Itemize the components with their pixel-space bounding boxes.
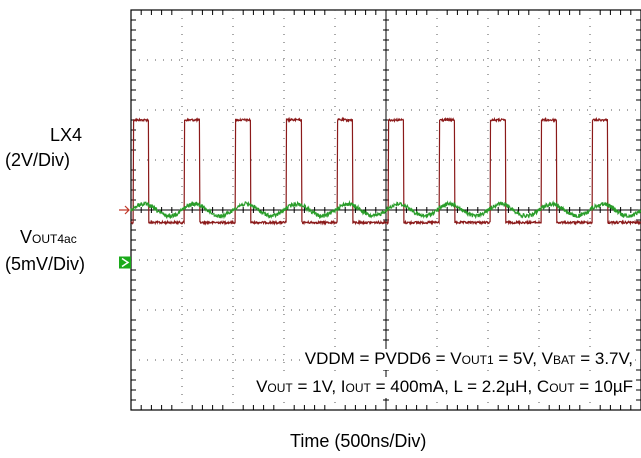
channel2-name: VOUT4ac: [20, 227, 77, 247]
annotation-text: VDDM = PVDD6 = V: [304, 349, 462, 368]
channel-1-marker: [119, 205, 130, 215]
annotation-text: = 1V, I: [292, 377, 346, 396]
channel1-name: LX4: [50, 125, 83, 145]
annotation-text: = 3.7V,: [575, 349, 633, 368]
annotation-subscript: BAT: [553, 353, 576, 367]
channel2-scale: (5mV/Div): [5, 254, 85, 274]
annotation-subscript: OUT: [345, 381, 371, 395]
annotation-text: = 10µF: [574, 377, 633, 396]
channel-2-marker-arrow: [121, 257, 130, 268]
conditions-line-1: VDDM = PVDD6 = VOUT1 = 5V, VBAT = 3.7V,: [302, 349, 635, 370]
annotation-text: = 400mA, L = 2.2µH, C: [370, 377, 550, 396]
x-axis-label: Time (500ns/Div): [290, 431, 427, 451]
trace-channel-1: [130, 116, 641, 226]
channel-markers: [119, 205, 131, 269]
conditions-line-2: VOUT = 1V, IOUT = 400mA, L = 2.2µH, COUT…: [254, 377, 635, 398]
annotation-text: V: [256, 377, 268, 396]
channel1-scale: (2V/Div): [5, 150, 71, 170]
annotation-text: = 5V, V: [493, 349, 554, 368]
trace-channel-2: [130, 199, 641, 220]
annotation-subscript: OUT1: [461, 353, 494, 367]
channel-2-marker: [119, 256, 131, 269]
waveforms: [130, 116, 641, 226]
annotation-subscript: OUT: [267, 381, 293, 395]
annotation-subscript: OUT: [549, 381, 575, 395]
